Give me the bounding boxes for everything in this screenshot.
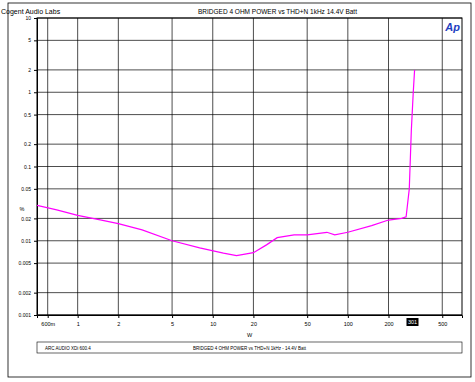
- plot-frame: [37, 18, 462, 315]
- y-tick-label: 0.05: [21, 186, 31, 192]
- y-grid-line: [37, 114, 462, 115]
- y-tick: 0.05: [21, 186, 37, 192]
- x-axis-line: [38, 316, 463, 319]
- y-tick-label: 5: [28, 37, 31, 43]
- y-tick-label: 0.005: [18, 260, 31, 266]
- y-tick: 0.01: [21, 238, 37, 244]
- y-grid-line: [37, 144, 462, 145]
- y-tick: 10: [25, 15, 37, 21]
- y-grid-line: [37, 92, 462, 93]
- x-tick-label: 50: [305, 321, 311, 327]
- y-tick: 2: [28, 67, 37, 73]
- x-tick-label: 600m: [41, 321, 55, 327]
- y-tick: 0.2: [24, 141, 37, 147]
- cursor-label: 301: [408, 319, 417, 325]
- y-tick: 5: [28, 37, 37, 43]
- y-tick: 1: [28, 89, 37, 95]
- x-tick-label: 200: [384, 321, 393, 327]
- x-tick: 20: [251, 315, 257, 327]
- x-tick-label: 1: [77, 321, 80, 327]
- cursor-box: [406, 318, 418, 326]
- y-tick: 0.5: [24, 112, 37, 118]
- x-tick-label: 500: [438, 321, 447, 327]
- source-label: Cogent Audio Labs: [1, 8, 61, 16]
- y-axis-title: %: [20, 206, 25, 212]
- x-tick: 5: [171, 315, 174, 327]
- y-tick-label: 0.001: [18, 312, 31, 318]
- x-tick: 600m: [41, 315, 55, 327]
- x-tick: 500: [438, 315, 447, 327]
- cursor-marker: 301: [406, 318, 418, 326]
- x-tick: 10: [210, 315, 216, 327]
- y-tick-label: 0.1: [24, 164, 31, 170]
- x-tick: 50: [305, 315, 311, 327]
- x-axis: 600m 1 2 5 10 20 50 100 200 500: [38, 315, 463, 327]
- x-tick: 1: [77, 315, 80, 327]
- caption-box: [37, 342, 462, 353]
- x-tick: 200: [384, 315, 393, 327]
- y-tick-label: 0.002: [18, 290, 31, 296]
- y-tick: 0.02: [21, 215, 37, 221]
- x-axis-title: W: [247, 332, 253, 338]
- x-tick: 2: [117, 315, 120, 327]
- outer-frame: [8, 3, 471, 377]
- y-tick-label: 0.02: [21, 215, 31, 221]
- y-tick-label: 1: [28, 89, 31, 95]
- caption-device: ARC AUDIO XDi 600.4: [45, 346, 91, 351]
- plot-area: 600m1251020501002005000.0010.0020.0050.0…: [18, 15, 462, 327]
- series-group: [37, 70, 415, 256]
- data-line: [37, 70, 415, 256]
- y-tick-label: 0.5: [24, 112, 31, 118]
- background: [0, 0, 475, 382]
- y-tick-label: 0.2: [24, 141, 31, 147]
- chart-title: BRIDGED 4 OHM POWER vs THD+N 1kHz 14.4V …: [198, 8, 357, 15]
- y-tick: 0.005: [18, 260, 37, 266]
- x-tick-label: 5: [171, 321, 174, 327]
- x-tick-label: 20: [251, 321, 257, 327]
- y-grid-line: [37, 166, 462, 167]
- caption-subtitle: BRIDGED 4 OHM POWER vs THD+N 1kHz - 14.4…: [193, 346, 307, 351]
- y-grid-line: [37, 40, 462, 41]
- grid: [37, 18, 462, 315]
- y-tick-label: 0.01: [21, 238, 31, 244]
- y-tick: 0.001: [18, 312, 37, 318]
- x-tick-label: 100: [344, 321, 353, 327]
- y-grid-line: [37, 240, 462, 241]
- y-tick-label: 10: [25, 15, 31, 21]
- logo: Ap: [444, 21, 460, 33]
- chart-root: 600m1251020501002005000.0010.0020.0050.0…: [0, 0, 475, 382]
- y-grid-line: [37, 69, 462, 70]
- y-tick-label: 2: [28, 67, 31, 73]
- x-tick-label: 10: [210, 321, 216, 327]
- y-axis: 0.001 0.002 0.005 0.01 0.02 0.05 0.1 0.2 0.5 1 2 5 1…: [18, 15, 37, 318]
- y-tick: 0.1: [24, 164, 37, 170]
- y-grid-line: [37, 188, 462, 189]
- y-grid-line: [37, 263, 462, 264]
- x-tick-label: 2: [117, 321, 120, 327]
- x-tick: 100: [344, 315, 353, 327]
- y-tick: 0.002: [18, 290, 37, 296]
- y-grid-line: [37, 292, 462, 293]
